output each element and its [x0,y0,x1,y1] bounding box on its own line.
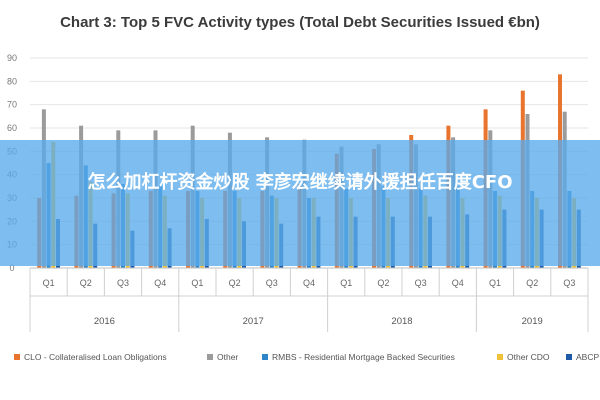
y-tick-label: 90 [7,53,17,63]
legend-item: RMBS - Residential Mortgage Backed Secur… [262,352,455,362]
overlay-headline[interactable]: 怎么加杠杆资金炒股 李彦宏继续请外援担任百度CFO [87,172,513,193]
year-label: 2019 [522,316,543,327]
legend-label: ABCP [576,352,600,362]
legend-label: CLO - Collateralised Loan Obligations [24,352,167,362]
legend-label: Other CDO [507,352,550,362]
x-tick-label: Q2 [229,278,241,288]
overlay-banner [0,140,600,266]
x-tick-label: Q4 [303,278,315,288]
x-tick-label: Q1 [340,278,352,288]
y-tick-label: 70 [7,100,17,110]
x-tick-label: Q1 [43,278,55,288]
y-tick-label: 0 [9,263,14,273]
legend-item: Other [207,352,238,362]
y-tick-label: 80 [7,76,17,86]
x-tick-label: Q4 [452,278,464,288]
x-tick-label: Q1 [489,278,501,288]
x-tick-label: Q2 [80,278,92,288]
legend-swatch [14,354,20,360]
x-tick-label: Q3 [563,278,575,288]
y-tick-label: 60 [7,123,17,133]
x-tick-label: Q2 [526,278,538,288]
year-label: 2017 [243,316,264,327]
legend-label: RMBS - Residential Mortgage Backed Secur… [272,352,455,362]
legend-swatch [207,354,213,360]
x-tick-label: Q2 [377,278,389,288]
legend-swatch [566,354,572,360]
x-tick-label: Q3 [266,278,278,288]
legend-item: ABCP [566,352,599,362]
legend-swatch [262,354,268,360]
year-label: 2018 [391,316,412,327]
x-tick-label: Q4 [154,278,166,288]
legend-label: Other [217,352,239,362]
legend: CLO - Collateralised Loan Obligations Oth… [0,352,600,366]
x-axis: Q1 Q2 Q3 Q4 Q1 Q2 Q3 Q4 Q1 Q2 Q3 Q4 Q1 Q2 Q3 2016 2017 20… [29,267,589,332]
legend-item: Other CDO [497,352,550,362]
x-tick-label: Q3 [117,278,129,288]
legend-item: CLO - Collateralised Loan Obligations [14,352,167,362]
chart-title: Chart 3: Top 5 FVC Activity types (Total… [60,14,540,31]
year-label: 2016 [94,316,115,327]
legend-swatch [497,354,503,360]
x-tick-label: Q1 [191,278,203,288]
x-tick-label: Q3 [415,278,427,288]
